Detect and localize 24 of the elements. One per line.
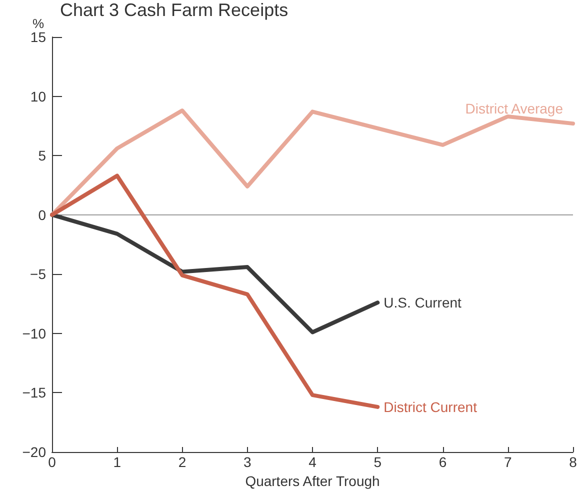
y-tick-label: 10	[30, 88, 46, 104]
x-tick-label: 4	[308, 454, 317, 470]
line-series	[50, 174, 380, 409]
x-tick-label: 1	[113, 454, 122, 470]
y-tick-label: −20	[22, 444, 46, 460]
y-tick-label: −5	[30, 266, 46, 282]
x-tick-label: 2	[178, 454, 186, 470]
y-tick-label: 5	[38, 148, 46, 164]
series-label: U.S. Current	[384, 294, 462, 311]
x-axis-title: Quarters After Trough	[245, 472, 380, 489]
x-tick-label: 3	[243, 454, 252, 470]
x-tick-label: 5	[374, 454, 382, 470]
y-tick-label: −15	[22, 384, 46, 401]
x-tick-label: 8	[569, 454, 578, 470]
x-tick-label: 6	[438, 454, 447, 470]
x-tick-label: 7	[504, 454, 512, 470]
y-tick-label: 0	[38, 206, 46, 223]
y-axis-title: %	[32, 16, 44, 32]
y-tick-label: 15	[30, 29, 46, 45]
x-tick-label: 0	[48, 454, 56, 470]
chart-title: Chart 3 Cash Farm Receipts	[60, 0, 288, 20]
series-label: District Average	[465, 100, 564, 117]
series-label: District Current	[384, 398, 478, 415]
y-tick-label: −10	[22, 325, 46, 342]
